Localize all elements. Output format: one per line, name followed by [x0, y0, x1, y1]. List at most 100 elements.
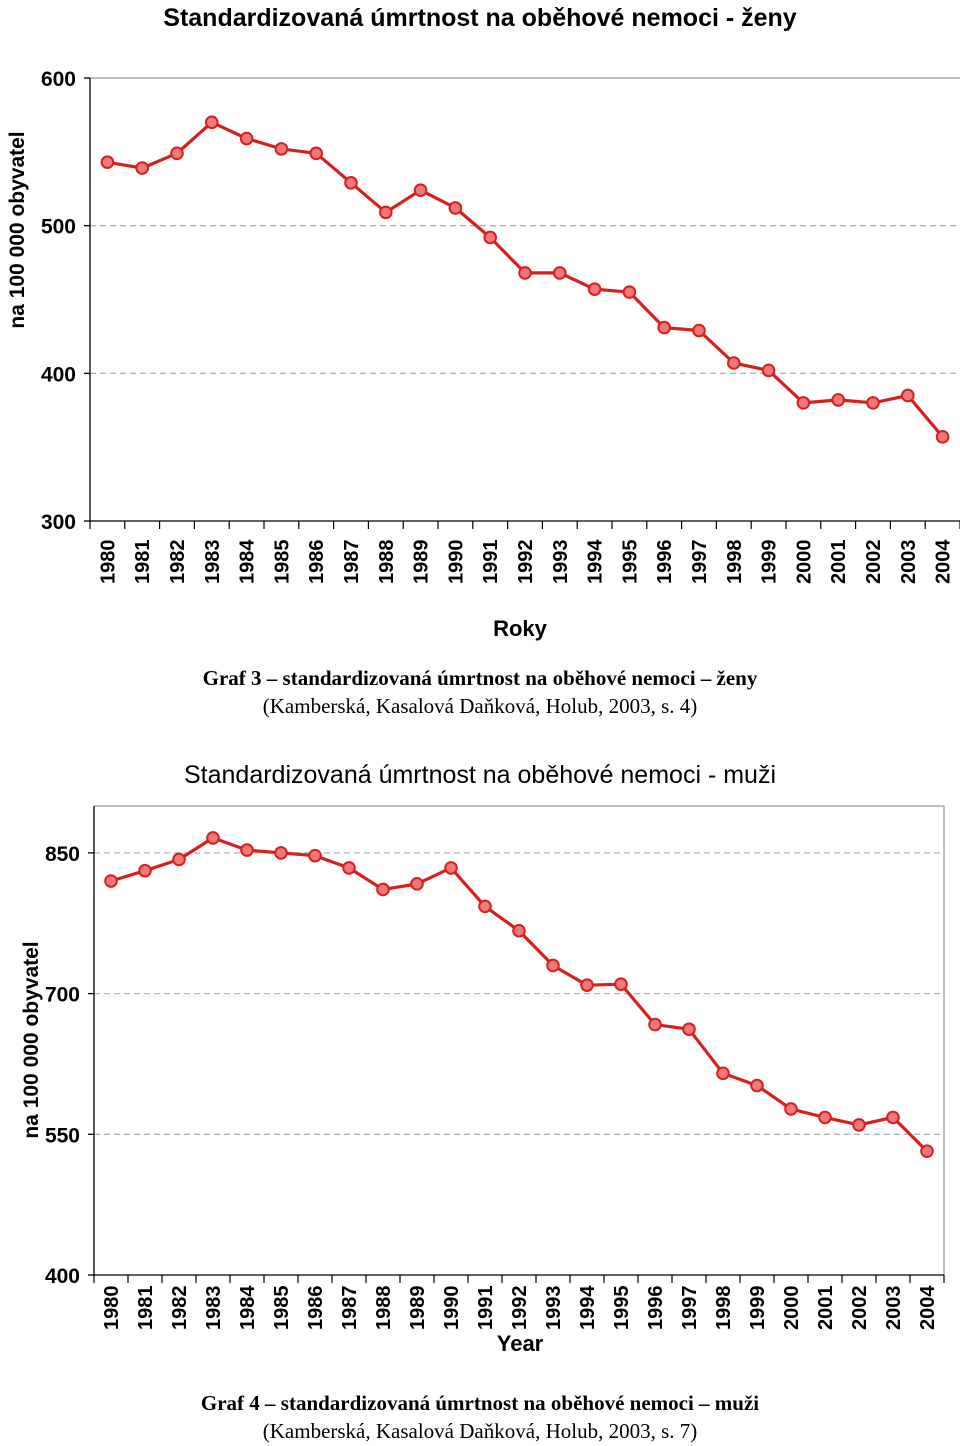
x-tick-label: 2001: [815, 1286, 837, 1331]
y-tick-label: 700: [45, 984, 80, 1007]
x-tick-label: 2002: [863, 540, 885, 585]
data-point: [553, 266, 567, 280]
x-tick-label: 1986: [306, 540, 328, 585]
caption-2-title: Graf 4 – standardizovaná úmrtnost na obě…: [200, 1391, 760, 1415]
data-point: [104, 874, 118, 888]
x-tick-label: 1992: [509, 1286, 531, 1331]
data-point: [308, 848, 322, 863]
x-tick-label: 1989: [407, 1286, 429, 1331]
x-tick-label: 1996: [645, 1286, 667, 1331]
figure-caption-1: Graf 3 – standardizovaná úmrtnost na obě…: [0, 664, 960, 720]
data-point: [205, 115, 219, 130]
data-point: [135, 161, 149, 175]
x-tick-label: 1989: [411, 540, 433, 585]
chart-1-title: Standardizovaná úmrtnost na oběhové nemo…: [163, 4, 797, 32]
data-point: [866, 396, 880, 410]
y-tick-label: 600: [41, 68, 76, 91]
x-tick-label: 1993: [543, 1286, 565, 1331]
x-tick-label: 1988: [373, 1286, 395, 1331]
x-tick-label: 1983: [202, 540, 224, 585]
x-tick-label: 2002: [849, 1286, 871, 1331]
data-point: [692, 323, 706, 338]
x-tick-label: 1981: [135, 1286, 157, 1331]
x-tick-label: 1990: [441, 1286, 463, 1331]
data-point: [852, 1118, 866, 1132]
data-point: [410, 877, 424, 891]
data-point: [682, 1022, 696, 1037]
data-point: [580, 978, 594, 992]
x-tick-label: 1993: [550, 540, 572, 585]
chart-1-x-axis-label: Roky: [493, 616, 548, 641]
x-tick-label: 2004: [917, 1285, 939, 1330]
x-tick-label: 2003: [898, 540, 920, 585]
data-point: [716, 1066, 730, 1081]
x-tick-label: 2004: [933, 539, 955, 584]
data-point: [274, 142, 289, 156]
x-tick-label: 2000: [793, 540, 815, 585]
data-point: [413, 183, 428, 198]
x-tick-label: 1985: [271, 540, 293, 585]
x-tick-label: 1995: [619, 540, 641, 585]
x-tick-label: 1999: [747, 1286, 769, 1331]
data-point: [170, 146, 184, 161]
x-tick-label: 1983: [203, 1286, 225, 1331]
data-point: [546, 958, 560, 973]
data-point: [239, 131, 254, 146]
x-tick-label: 1980: [97, 540, 119, 585]
data-point: [796, 396, 811, 410]
data-point: [587, 282, 602, 296]
x-tick-label: 1990: [445, 540, 467, 585]
x-tick-label: 1994: [577, 1285, 599, 1330]
x-tick-label: 1984: [237, 1285, 259, 1330]
x-tick-label: 1996: [654, 540, 676, 585]
caption-1-title: Graf 3 – standardizovaná úmrtnost na obě…: [202, 666, 758, 690]
x-tick-label: 1987: [339, 1286, 361, 1331]
chart-2-title: Standardizovaná úmrtnost na oběhové nemo…: [184, 761, 776, 789]
x-tick-label: 1997: [679, 1286, 701, 1331]
data-point: [901, 388, 915, 403]
y-tick-label: 400: [45, 1265, 80, 1288]
data-point: [622, 285, 637, 299]
data-point: [784, 1102, 798, 1116]
x-tick-label: 1997: [689, 540, 711, 585]
data-point: [138, 863, 152, 878]
data-point: [448, 201, 463, 215]
chart-1-y-axis-label: na 100 000 obyvatel: [6, 131, 29, 328]
data-point: [512, 923, 526, 938]
data-point: [727, 356, 741, 370]
figure-caption-2: Graf 4 – standardizovaná úmrtnost na obě…: [0, 1389, 960, 1445]
x-tick-label: 1998: [713, 1286, 735, 1331]
data-point: [309, 146, 324, 161]
data-point: [342, 861, 356, 875]
x-tick-label: 1994: [585, 539, 607, 584]
x-tick-label: 1998: [724, 540, 746, 585]
x-tick-label: 1987: [341, 540, 363, 585]
x-tick-label: 1980: [101, 1286, 123, 1331]
x-tick-label: 1991: [475, 1286, 497, 1331]
x-tick-label: 2003: [883, 1286, 905, 1331]
data-point: [172, 852, 186, 867]
data-point: [614, 977, 628, 992]
data-point: [100, 155, 115, 169]
data-point: [478, 899, 492, 914]
data-point: [206, 831, 220, 845]
data-point: [761, 363, 776, 378]
data-point: [379, 205, 393, 220]
data-point: [648, 1017, 662, 1032]
x-tick-label: 1982: [169, 1286, 191, 1331]
caption-1-source: (Kamberská, Kasalová Daňková, Holub, 200…: [262, 694, 698, 718]
data-point: [920, 1144, 934, 1158]
data-point: [657, 320, 672, 335]
x-tick-label: 1999: [759, 540, 781, 585]
y-tick-label: 300: [41, 511, 76, 534]
x-tick-label: 1981: [132, 540, 154, 585]
data-point: [274, 846, 288, 860]
data-point: [344, 176, 358, 190]
y-tick-label: 850: [45, 843, 80, 866]
y-tick-label: 500: [41, 216, 76, 239]
x-tick-label: 1988: [376, 540, 398, 585]
data-point: [240, 843, 254, 857]
data-point: [935, 430, 950, 444]
data-point: [444, 861, 458, 875]
x-tick-label: 1991: [480, 540, 502, 585]
